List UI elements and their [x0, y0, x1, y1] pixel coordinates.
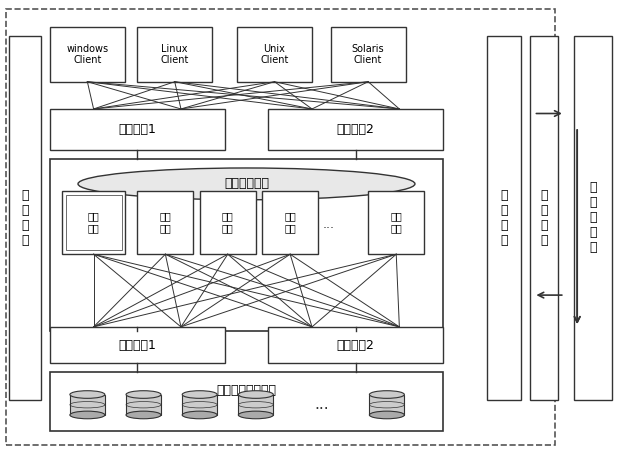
FancyBboxPatch shape	[262, 191, 318, 254]
Text: 数据
节点: 数据 节点	[222, 212, 233, 233]
Text: windows
Client: windows Client	[66, 44, 109, 65]
FancyBboxPatch shape	[70, 395, 105, 415]
Text: Solaris
Client: Solaris Client	[352, 44, 384, 65]
Ellipse shape	[70, 411, 105, 419]
Text: 系
统
管
理
员: 系 统 管 理 员	[589, 182, 597, 254]
Text: 管
理
网
络: 管 理 网 络	[500, 189, 508, 247]
Ellipse shape	[126, 411, 161, 419]
Ellipse shape	[369, 391, 404, 398]
FancyBboxPatch shape	[137, 191, 193, 254]
Text: 管
理
接
口: 管 理 接 口	[540, 189, 548, 247]
FancyBboxPatch shape	[268, 109, 443, 150]
Text: Unix
Client: Unix Client	[260, 44, 289, 65]
FancyBboxPatch shape	[331, 27, 406, 82]
FancyBboxPatch shape	[6, 9, 555, 445]
FancyBboxPatch shape	[182, 395, 217, 415]
Text: ...: ...	[314, 397, 329, 412]
FancyBboxPatch shape	[126, 395, 161, 415]
Ellipse shape	[70, 391, 105, 398]
FancyBboxPatch shape	[50, 159, 443, 331]
FancyBboxPatch shape	[66, 195, 122, 250]
Text: 数据网络2: 数据网络2	[337, 123, 374, 136]
Text: 存储网络2: 存储网络2	[337, 339, 374, 351]
FancyBboxPatch shape	[368, 191, 424, 254]
Ellipse shape	[126, 391, 161, 398]
FancyBboxPatch shape	[200, 191, 256, 254]
Ellipse shape	[369, 411, 404, 419]
FancyBboxPatch shape	[530, 36, 558, 400]
Text: 存储网络1: 存储网络1	[119, 339, 156, 351]
Text: 数据
节点: 数据 节点	[391, 212, 402, 233]
FancyBboxPatch shape	[9, 36, 41, 400]
Ellipse shape	[182, 391, 217, 398]
FancyBboxPatch shape	[50, 327, 225, 363]
Ellipse shape	[78, 168, 415, 200]
FancyBboxPatch shape	[50, 109, 225, 150]
Text: 安
全
机
制: 安 全 机 制	[21, 189, 29, 247]
FancyBboxPatch shape	[137, 27, 212, 82]
Text: 控制
节点: 控制 节点	[88, 212, 99, 233]
FancyBboxPatch shape	[268, 327, 443, 363]
Ellipse shape	[238, 391, 273, 398]
FancyBboxPatch shape	[62, 191, 125, 254]
Text: 集群共享存储设备: 集群共享存储设备	[217, 384, 276, 397]
FancyBboxPatch shape	[574, 36, 612, 400]
FancyBboxPatch shape	[50, 372, 443, 431]
FancyBboxPatch shape	[237, 27, 312, 82]
FancyBboxPatch shape	[369, 395, 404, 415]
Text: ...: ...	[323, 218, 335, 231]
Text: Linux
Client: Linux Client	[160, 44, 189, 65]
Ellipse shape	[182, 411, 217, 419]
FancyBboxPatch shape	[238, 395, 273, 415]
Text: 数据
节点: 数据 节点	[160, 212, 171, 233]
Text: 数据网络1: 数据网络1	[119, 123, 156, 136]
FancyBboxPatch shape	[487, 36, 521, 400]
Ellipse shape	[238, 411, 273, 419]
FancyBboxPatch shape	[50, 27, 125, 82]
Text: 全局命名空间: 全局命名空间	[224, 178, 269, 190]
Text: 数据
节点: 数据 节点	[285, 212, 296, 233]
